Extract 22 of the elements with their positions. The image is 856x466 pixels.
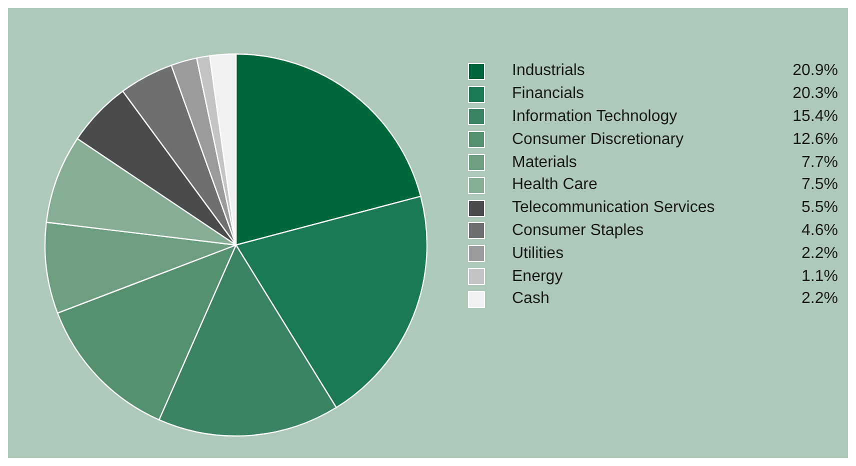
legend-label: Health Care [512, 176, 598, 194]
data-label: 1.1% [802, 268, 838, 286]
legend-label: Consumer Discretionary [512, 130, 685, 149]
legend-label: Utilities [512, 244, 565, 263]
legend-label: Telecommunication Services [512, 199, 716, 218]
legend-label: Industrials [512, 62, 586, 80]
data-label: 2.2% [802, 290, 838, 308]
data-label: 4.6% [802, 222, 838, 240]
data-label: 20.9% [792, 62, 838, 80]
data-label: 15.4% [792, 108, 838, 126]
data-label: 12.6% [792, 130, 838, 149]
data-label: 2.2% [802, 244, 838, 263]
legend-label: Financials [512, 85, 586, 104]
data-label: 20.3% [792, 85, 838, 104]
legend-label: Information Technology [512, 108, 678, 126]
legend-label: Materials [512, 154, 578, 172]
legend-label: Energy [512, 268, 564, 286]
data-label: 5.5% [802, 199, 838, 218]
legend-label: Cash [512, 290, 550, 308]
data-label: 7.7% [802, 154, 838, 172]
legend-label: Consumer Staples [512, 222, 645, 240]
data-label: 7.5% [802, 176, 838, 194]
